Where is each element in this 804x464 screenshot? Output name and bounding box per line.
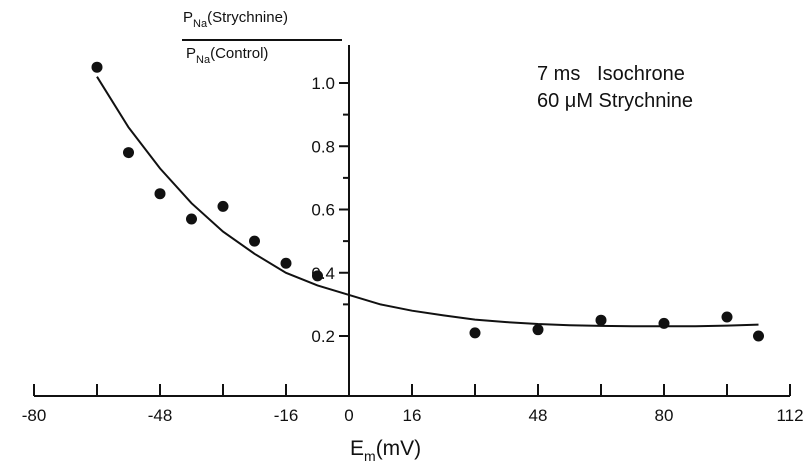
x-tick-label: -48 [148,406,173,425]
fit-curve-group [96,76,759,328]
y-axis-label: PNa(Strychnine) PNa(Control) [182,9,342,66]
y-tick-label: 1.0 [311,74,335,93]
x-tick-label: 112 [776,406,803,425]
data-point [658,317,670,329]
data-point [217,200,229,212]
data-points [91,61,764,342]
y-tick-label: 0.2 [311,327,335,346]
data-point [469,327,481,339]
data-point [595,314,607,326]
data-point [312,270,323,282]
x-tick-label: -16 [274,406,299,425]
fit-curve [96,76,759,328]
x-tick-label: 0 [344,406,353,425]
annotation-line-1: 7 ms Isochrone [537,63,685,85]
annotation-line-2: 60 μM Strychnine [537,90,693,112]
data-point [91,61,103,73]
data-point [154,188,166,200]
y-tick-label: 0.8 [311,137,335,156]
data-point [123,147,134,159]
x-tick-label: 80 [655,406,674,425]
data-point [532,324,544,336]
y-label-numerator: PNa(Strychnine) [183,9,288,30]
x-tick-label: 16 [403,406,422,425]
y-tick-label: 0.6 [311,201,335,220]
data-point [249,235,260,247]
data-point [721,311,733,323]
data-point [753,330,764,342]
y-label-denominator: PNa(Control) [186,45,268,66]
x-tick-label: -80 [22,406,47,425]
x-tick-label: 48 [529,406,548,425]
data-point [280,257,292,269]
x-axis-label: Em(mV) [350,437,421,464]
data-point [186,213,197,225]
